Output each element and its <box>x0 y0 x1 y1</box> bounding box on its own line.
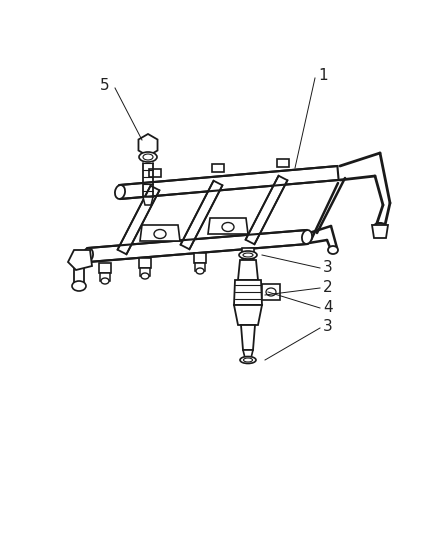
Ellipse shape <box>222 222 233 231</box>
Ellipse shape <box>141 273 148 279</box>
Ellipse shape <box>327 246 337 254</box>
Ellipse shape <box>72 281 86 291</box>
Ellipse shape <box>243 253 252 257</box>
Polygon shape <box>243 350 252 358</box>
Polygon shape <box>117 185 159 254</box>
Polygon shape <box>245 176 287 244</box>
Polygon shape <box>143 197 153 205</box>
Polygon shape <box>194 253 205 263</box>
Text: 4: 4 <box>322 300 332 314</box>
Polygon shape <box>148 169 161 177</box>
Polygon shape <box>233 280 261 305</box>
Text: 3: 3 <box>322 319 332 335</box>
Ellipse shape <box>265 288 276 296</box>
Ellipse shape <box>115 185 125 199</box>
Polygon shape <box>87 230 307 262</box>
Text: 3: 3 <box>322 260 332 274</box>
Polygon shape <box>212 164 223 172</box>
Polygon shape <box>261 284 279 300</box>
Polygon shape <box>243 258 252 266</box>
Polygon shape <box>208 218 247 234</box>
Text: 2: 2 <box>322 279 332 295</box>
Ellipse shape <box>143 154 153 160</box>
Ellipse shape <box>101 278 109 284</box>
Ellipse shape <box>243 358 252 362</box>
Polygon shape <box>237 260 258 280</box>
Polygon shape <box>233 305 261 325</box>
Polygon shape <box>119 166 338 199</box>
Ellipse shape <box>139 152 157 162</box>
Polygon shape <box>139 258 151 268</box>
Polygon shape <box>138 134 157 156</box>
Polygon shape <box>140 268 150 276</box>
Ellipse shape <box>244 263 251 269</box>
Polygon shape <box>371 225 387 238</box>
Ellipse shape <box>301 230 311 244</box>
Ellipse shape <box>238 251 256 259</box>
Polygon shape <box>276 159 288 167</box>
Text: 1: 1 <box>317 68 327 83</box>
Polygon shape <box>99 263 111 273</box>
Polygon shape <box>100 273 110 281</box>
Ellipse shape <box>83 248 93 262</box>
Polygon shape <box>68 250 92 270</box>
Polygon shape <box>194 263 205 271</box>
Polygon shape <box>241 248 254 258</box>
Ellipse shape <box>240 357 255 364</box>
Polygon shape <box>140 225 180 241</box>
Ellipse shape <box>195 268 204 274</box>
Polygon shape <box>240 325 254 350</box>
Ellipse shape <box>372 223 386 233</box>
Ellipse shape <box>154 230 166 238</box>
Text: 5: 5 <box>100 77 110 93</box>
Polygon shape <box>180 181 222 249</box>
